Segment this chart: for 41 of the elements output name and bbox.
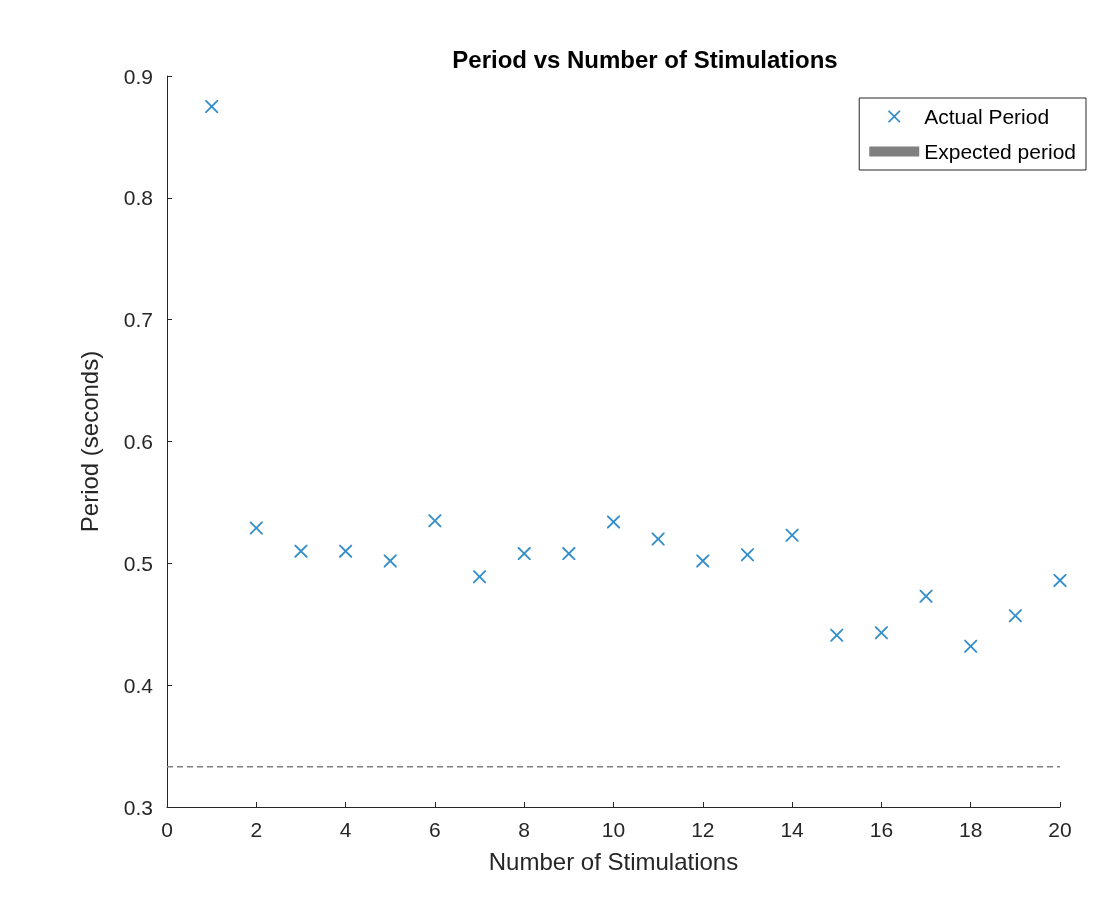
point bbox=[696, 554, 710, 568]
point bbox=[517, 547, 531, 561]
y-tick-label: 0.7 bbox=[123, 308, 153, 332]
point bbox=[919, 589, 933, 603]
x-tick-label: 2 bbox=[250, 818, 263, 841]
x-tick-label: 4 bbox=[339, 818, 352, 841]
y-tick-label: 0.6 bbox=[123, 430, 153, 453]
point bbox=[651, 532, 665, 546]
point bbox=[473, 570, 487, 584]
point bbox=[428, 514, 442, 528]
y-tick-label: 0.4 bbox=[123, 673, 154, 697]
x-tick-label: 12 bbox=[691, 818, 715, 841]
x-tick-label: 6 bbox=[429, 818, 441, 841]
point bbox=[874, 626, 888, 640]
y-tick-label: 0.5 bbox=[123, 551, 153, 575]
y-tick-label: 0.9 bbox=[123, 64, 153, 88]
point bbox=[339, 544, 353, 558]
x-tick-label: 20 bbox=[1048, 818, 1072, 841]
point bbox=[740, 548, 754, 562]
point bbox=[1008, 609, 1022, 623]
point bbox=[383, 554, 397, 568]
point bbox=[294, 544, 308, 558]
point bbox=[785, 528, 799, 542]
legend-label: Expected period bbox=[924, 140, 1077, 163]
x-tick-label: 0 bbox=[161, 818, 173, 841]
x-tick-label: 18 bbox=[959, 818, 983, 841]
x-tick-label: 14 bbox=[780, 818, 805, 841]
point bbox=[830, 628, 844, 642]
x-axis-title: Number of Stimulations bbox=[488, 847, 739, 875]
y-tick-label: 0.8 bbox=[123, 186, 153, 210]
point bbox=[205, 99, 219, 113]
x-tick-label: 10 bbox=[601, 818, 626, 841]
y-axis-title: Period (seconds) bbox=[75, 350, 103, 533]
x-tick-label: 8 bbox=[518, 818, 531, 841]
y-tick-label: 0.3 bbox=[123, 795, 153, 819]
legend-label: Actual Period bbox=[924, 105, 1050, 128]
point bbox=[964, 639, 978, 653]
point bbox=[249, 521, 263, 535]
x-tick-label: 16 bbox=[869, 818, 894, 841]
chart-title: Period vs Number of Stimulations bbox=[452, 45, 838, 73]
point bbox=[562, 547, 576, 561]
